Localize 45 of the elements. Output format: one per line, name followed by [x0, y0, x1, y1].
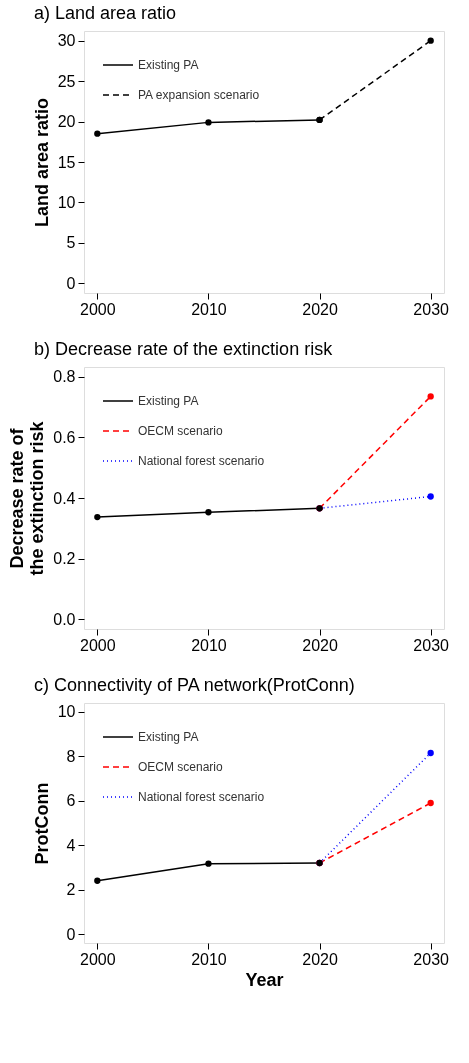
x-tick-label: 2010	[191, 300, 227, 318]
y-tick-label: 0.8	[53, 368, 76, 386]
y-tick-label: 10	[57, 703, 76, 721]
y-tick-label: 0.0	[53, 610, 76, 628]
y-tick-label: 0.2	[53, 550, 76, 568]
legend-label: Existing PA	[138, 58, 199, 72]
legend-label: OECM scenario	[138, 760, 224, 774]
x-tick-label: 2010	[191, 950, 227, 968]
y-tick-label: 15	[57, 153, 76, 171]
legend-label: PA expansion scenario	[138, 88, 260, 102]
x-tick-label: 2020	[302, 950, 338, 968]
y-tick-label: 5	[66, 234, 76, 252]
chart-title: a) Land area ratio	[34, 3, 177, 23]
legend-label: OECM scenario	[138, 424, 224, 438]
x-tick-label: 2000	[80, 636, 116, 654]
legend-label: Existing PA	[138, 730, 199, 744]
legend-label: National forest scenario	[138, 454, 265, 468]
y-tick-label: 0	[66, 925, 76, 943]
y-tick-label: 0	[66, 274, 76, 292]
y-axis-title: Land area ratio	[31, 97, 52, 228]
x-axis-title: Year	[245, 969, 284, 990]
y-axis-title: ProtConn	[31, 782, 52, 865]
chart-title: b) Decrease rate of the extinction risk	[34, 339, 334, 359]
y-tick-label: 8	[66, 747, 76, 765]
y-axis-title: Decrease rate of the extinction risk	[7, 420, 48, 576]
legend-label: Existing PA	[138, 394, 199, 408]
y-tick-label: 4	[66, 836, 76, 854]
y-tick-label: 20	[57, 113, 76, 131]
y-tick-label: 25	[57, 72, 76, 90]
y-tick-label: 6	[66, 792, 76, 810]
y-tick-label: 2	[66, 881, 76, 899]
y-tick-label: 30	[57, 32, 76, 50]
x-tick-label: 2000	[80, 950, 116, 968]
y-tick-label: 10	[57, 193, 76, 211]
legend-label: National forest scenario	[138, 790, 265, 804]
chart-title: c) Connectivity of PA network(ProtConn)	[34, 675, 355, 695]
y-tick-label: 0.4	[53, 489, 76, 507]
x-tick-label: 2030	[413, 636, 450, 654]
y-tick-label: 0.6	[53, 428, 76, 446]
x-tick-label: 2010	[191, 636, 227, 654]
x-tick-label: 2030	[413, 950, 450, 968]
x-tick-label: 2000	[80, 300, 116, 318]
x-tick-label: 2020	[302, 300, 338, 318]
x-tick-label: 2030	[413, 300, 450, 318]
x-tick-label: 2020	[302, 636, 338, 654]
